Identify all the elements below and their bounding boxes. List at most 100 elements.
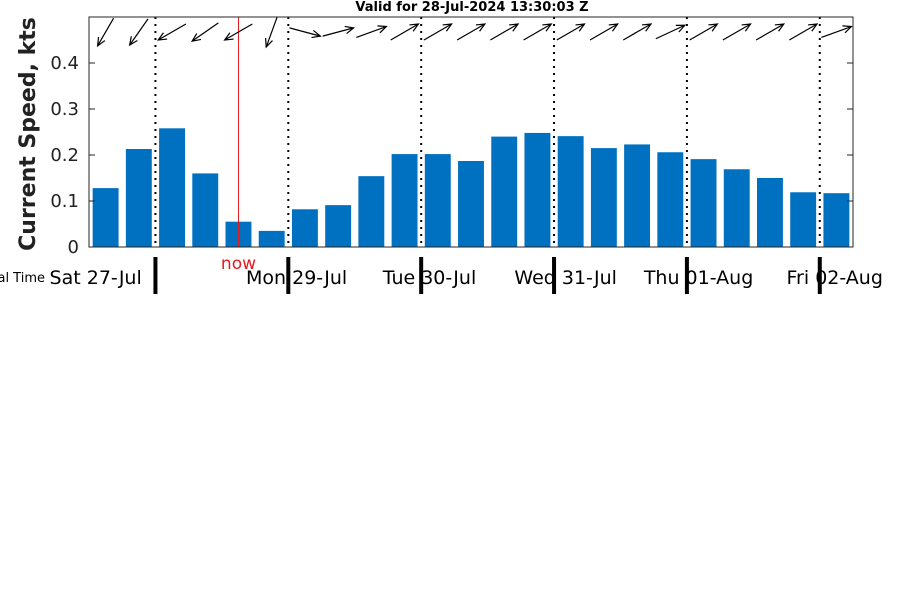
- bar: [790, 192, 817, 247]
- arrow-head: [675, 24, 687, 33]
- bar: [159, 128, 185, 247]
- direction-arrow: [190, 22, 219, 43]
- arrow-shaft: [655, 24, 686, 40]
- direction-arrow: [264, 16, 278, 49]
- arrow-head: [808, 23, 819, 32]
- direction-arrow: [96, 17, 115, 48]
- day-label: Thu 01-Aug: [643, 267, 753, 289]
- arrow-shaft: [755, 23, 785, 41]
- arrow-shaft: [224, 23, 253, 41]
- direction-arrow: [655, 24, 687, 40]
- arrow-shaft: [490, 23, 519, 41]
- bar: [823, 193, 850, 247]
- direction-arrow: [289, 27, 322, 39]
- bar: [358, 176, 385, 247]
- arrow-shaft: [129, 18, 149, 46]
- arrow-shaft: [622, 23, 652, 41]
- arrow-head: [741, 23, 752, 32]
- labels: 0 0.1 0.2 0.3 0.4 Current Speed, kts Valid for…: [0, 0, 883, 289]
- arrow-shaft: [821, 25, 852, 39]
- arrow-head: [311, 30, 322, 39]
- direction-arrow: [356, 25, 388, 39]
- direction-arrow: [556, 23, 586, 41]
- arrow-head: [96, 36, 106, 48]
- arrow-head: [377, 25, 388, 34]
- chart-title: Valid for 28-Jul-2024 13:30:03 Z: [355, 0, 588, 15]
- arrow-head: [542, 23, 553, 32]
- arrow-head: [264, 38, 273, 49]
- day-label: Tue 30-Jul: [382, 267, 477, 289]
- bars: [92, 128, 850, 247]
- arrow-head: [608, 23, 620, 32]
- bar: [757, 178, 783, 247]
- arrow-head: [442, 23, 453, 32]
- bar: [424, 154, 451, 247]
- bar: [624, 144, 651, 247]
- timezone-label: Local Time: [0, 271, 45, 286]
- direction-arrow: [322, 25, 356, 37]
- arrow-shaft: [356, 25, 387, 39]
- arrow-head: [509, 23, 520, 32]
- y-axis-label: Current Speed, kts: [16, 17, 41, 251]
- direction-arrow: [223, 23, 253, 41]
- bar: [491, 136, 518, 247]
- direction-arrow: [689, 23, 719, 41]
- bar: [92, 188, 119, 247]
- direction-arrow: [622, 23, 653, 41]
- arrow-shaft: [556, 23, 585, 41]
- direction-arrow: [789, 23, 819, 41]
- y-tick-label: 0.2: [50, 145, 79, 166]
- bar: [125, 149, 152, 247]
- direction-arrow: [156, 23, 187, 41]
- direction-arrow: [456, 23, 487, 41]
- arrow-shaft: [689, 23, 718, 41]
- bar: [391, 154, 418, 247]
- day-boundaries: [154, 17, 821, 247]
- bar: [258, 230, 285, 247]
- arrow-head: [190, 33, 202, 43]
- plot-frame: [88, 16, 854, 248]
- arrow-head: [344, 25, 356, 34]
- y-tick-label: 0.3: [50, 99, 79, 120]
- arrow-head: [842, 25, 853, 34]
- bar: [723, 169, 750, 247]
- day-label: Fri 02-Aug: [787, 267, 883, 289]
- arrow-head: [641, 23, 653, 32]
- direction-arrow: [523, 23, 553, 41]
- arrow-head: [409, 23, 420, 32]
- bar: [590, 148, 617, 247]
- y-tick-label: 0.1: [50, 191, 79, 212]
- direction-arrow: [589, 23, 620, 41]
- day-label: Wed 31-Jul: [514, 267, 616, 289]
- direction-arrow: [390, 23, 420, 41]
- arrow-shaft: [789, 23, 818, 41]
- arrow-shaft: [322, 27, 354, 37]
- arrow-shaft: [390, 23, 419, 41]
- arrow-shaft: [722, 23, 751, 41]
- direction-arrow: [755, 23, 786, 41]
- bar: [325, 205, 352, 247]
- arrow-shaft: [423, 23, 452, 41]
- bar: [291, 209, 318, 247]
- arrow-shaft: [265, 16, 278, 48]
- direction-arrow: [423, 23, 453, 41]
- direction-arrow: [722, 23, 752, 41]
- arrow-shaft: [456, 23, 486, 41]
- arrow-shaft: [157, 23, 187, 41]
- arrow-head: [223, 32, 234, 41]
- arrow-shaft: [97, 17, 115, 47]
- direction-arrow: [128, 18, 149, 47]
- arrow-head: [128, 36, 138, 47]
- bar: [690, 159, 717, 247]
- now-label: now: [221, 254, 256, 274]
- arrow-head: [475, 23, 487, 32]
- direction-arrow: [490, 23, 520, 41]
- day-label: Mon 29-Jul: [246, 267, 347, 289]
- day-label: Sat 27-Jul: [50, 267, 142, 289]
- arrow-head: [708, 23, 719, 32]
- arrow-head: [156, 32, 168, 41]
- axes: [88, 16, 854, 294]
- bar: [458, 160, 484, 247]
